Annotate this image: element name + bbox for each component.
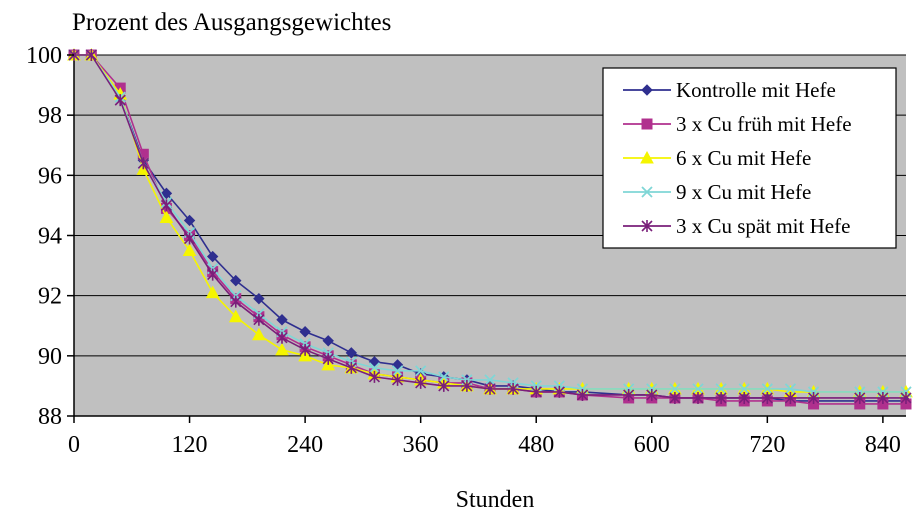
x-tick-label-7: 840	[865, 432, 901, 458]
data-point-2-6	[205, 285, 220, 299]
legend-marker-3	[641, 186, 653, 198]
y-tick-label-5: 98	[38, 103, 62, 129]
x-tick-label-3: 360	[403, 432, 439, 458]
data-point-4-31	[807, 391, 820, 404]
y-tick-label-2: 92	[38, 284, 62, 310]
data-point-4-5	[183, 232, 196, 245]
data-point-0-12	[345, 347, 358, 359]
data-point-4-19	[507, 382, 519, 395]
data-point-4-14	[391, 373, 404, 386]
data-point-4-1	[85, 49, 97, 61]
legend-marker-0	[641, 84, 653, 96]
data-point-2-5	[182, 243, 197, 257]
data-point-4-12	[345, 361, 357, 374]
y-tick-label-0: 88	[38, 404, 62, 430]
legend-label-4: 3 x Cu spät mit Hefe	[676, 214, 850, 238]
data-point-0-7	[230, 274, 242, 287]
data-point-4-21	[553, 385, 565, 398]
data-point-4-11	[322, 352, 334, 365]
data-point-2-4	[159, 210, 174, 223]
data-point-4-32	[854, 391, 866, 404]
data-point-4-7	[230, 295, 242, 308]
data-point-4-9	[276, 331, 288, 344]
y-tick-label-1: 90	[38, 344, 62, 370]
data-point-4-34	[900, 391, 912, 404]
data-point-0-6	[206, 250, 219, 263]
data-point-4-25	[669, 391, 681, 404]
data-point-0-4	[160, 187, 173, 200]
data-point-4-24	[646, 388, 658, 401]
legend-label-0: Kontrolle mit Hefe	[676, 78, 836, 102]
tick-labels: 88 90 92 94 96 98 100 0 120 240 360 480 600 720 840	[26, 43, 901, 458]
legend-label-2: 6 x Cu mit Hefe	[676, 146, 811, 170]
data-point-3-25	[669, 383, 681, 395]
data-point-0-8	[253, 292, 265, 305]
data-point-4-29	[761, 391, 773, 404]
data-point-0-10	[299, 326, 311, 338]
x-tick-label-2: 240	[287, 432, 323, 458]
legend-label-3: 9 x Cu mit Hefe	[676, 180, 811, 204]
data-point-4-8	[253, 313, 265, 326]
series-4	[68, 49, 912, 404]
data-point-4-17	[461, 379, 473, 392]
data-point-4-28	[738, 391, 750, 404]
series-group	[67, 47, 913, 410]
data-point-4-22	[576, 388, 589, 401]
data-point-3-18	[484, 374, 496, 386]
data-point-2-8	[252, 327, 266, 341]
data-point-2-7	[228, 309, 243, 323]
legend: Kontrolle mit Hefe 3 x Cu früh mit Hefe 6 …	[602, 67, 897, 249]
legend-label-1: 3 x Cu früh mit Hefe	[676, 112, 852, 136]
data-point-2-9	[275, 342, 289, 356]
data-point-4-4	[160, 199, 173, 212]
data-point-0-5	[183, 214, 196, 227]
data-point-3-28	[738, 383, 750, 395]
data-point-3-26	[692, 383, 704, 395]
legend-marker-1	[641, 118, 653, 130]
data-point-4-15	[415, 376, 427, 389]
data-point-4-20	[530, 385, 542, 398]
x-axis-label: Stunden	[456, 487, 535, 513]
data-point-4-23	[623, 388, 635, 401]
x-tick-label-6: 720	[749, 432, 785, 458]
data-point-4-26	[692, 391, 704, 404]
x-tick-label-5: 600	[634, 432, 670, 458]
data-point-4-6	[207, 268, 219, 281]
data-point-4-18	[484, 382, 496, 395]
data-point-0-9	[276, 314, 288, 326]
data-point-4-13	[368, 370, 381, 383]
data-point-4-33	[877, 391, 889, 404]
data-point-3-13	[368, 362, 381, 374]
data-point-3-29	[761, 383, 773, 395]
data-point-4-30	[784, 391, 797, 404]
chart-title: Prozent des Ausgangsgewichtes	[72, 9, 391, 36]
legend-marker-4	[641, 220, 653, 232]
x-tick-label-0: 0	[68, 432, 80, 458]
data-point-3-15	[415, 365, 427, 377]
x-tick-label-1: 120	[172, 432, 208, 458]
data-point-4-10	[299, 343, 311, 356]
x-tick-label-4: 480	[518, 432, 554, 458]
data-point-3-14	[391, 365, 404, 377]
y-tick-label-3: 94	[38, 224, 62, 250]
y-tick-label-4: 96	[38, 163, 62, 189]
data-point-3-30	[784, 383, 797, 395]
y-tick-label-6: 100	[26, 43, 62, 69]
data-point-3-27	[715, 383, 727, 395]
data-point-3-16	[438, 371, 450, 383]
data-point-0-11	[322, 335, 334, 347]
legend-marker-2	[640, 150, 654, 164]
data-point-4-3	[137, 157, 149, 170]
data-point-4-27	[715, 391, 727, 404]
data-point-4-16	[438, 379, 450, 392]
data-point-4-2	[114, 94, 126, 107]
